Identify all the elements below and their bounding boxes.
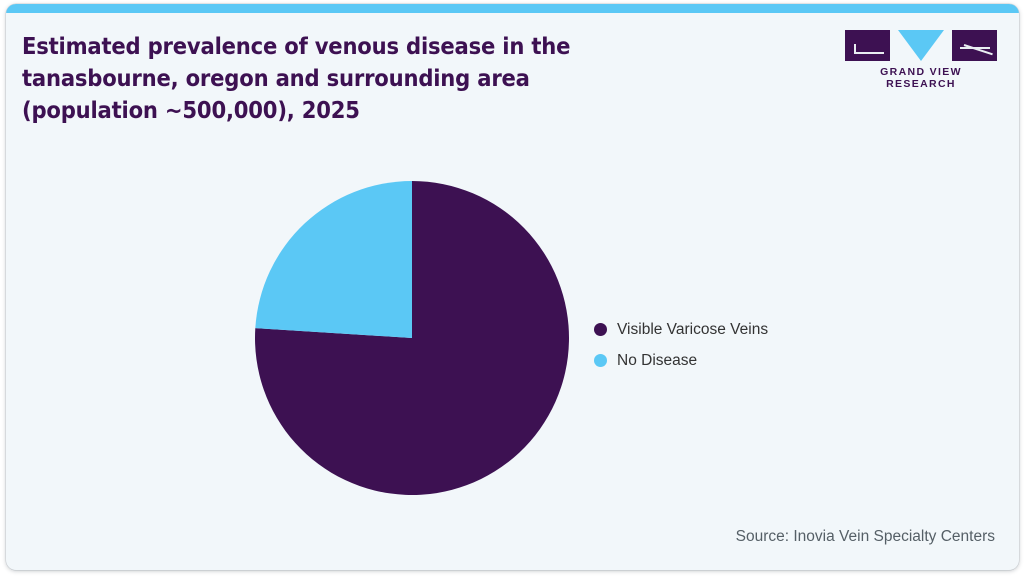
legend-swatch-icon — [594, 354, 607, 367]
brand-logo: GRAND VIEW RESEARCH — [845, 30, 997, 90]
letter-v-mark-icon — [898, 30, 944, 61]
source-note: Source: Inovia Vein Specialty Centers — [735, 528, 995, 545]
legend-label: No Disease — [617, 351, 698, 369]
legend-swatch-icon — [594, 323, 607, 336]
pie-chart-svg — [255, 181, 569, 495]
legend-item-visible-varicose-veins[interactable]: Visible Varicose Veins — [594, 314, 854, 345]
letter-r-mark-icon — [952, 30, 997, 61]
chart-card: Estimated prevalence of venous disease i… — [6, 4, 1019, 570]
chart-legend: Visible Varicose Veins No Disease — [594, 314, 854, 376]
page-title: Estimated prevalence of venous disease i… — [22, 32, 571, 124]
letter-g-notch-icon — [854, 44, 884, 54]
top-accent-bar — [6, 4, 1019, 13]
brand-name: GRAND VIEW RESEARCH — [880, 66, 962, 90]
letter-g-mark-icon — [845, 30, 890, 61]
pie-slice[interactable] — [255, 181, 412, 338]
logo-marks — [845, 30, 997, 61]
letter-r-leg-icon — [963, 44, 993, 56]
pie-chart — [255, 181, 569, 495]
legend-item-no-disease[interactable]: No Disease — [594, 345, 854, 376]
pie-slice[interactable] — [255, 181, 569, 495]
legend-label: Visible Varicose Veins — [617, 320, 769, 338]
